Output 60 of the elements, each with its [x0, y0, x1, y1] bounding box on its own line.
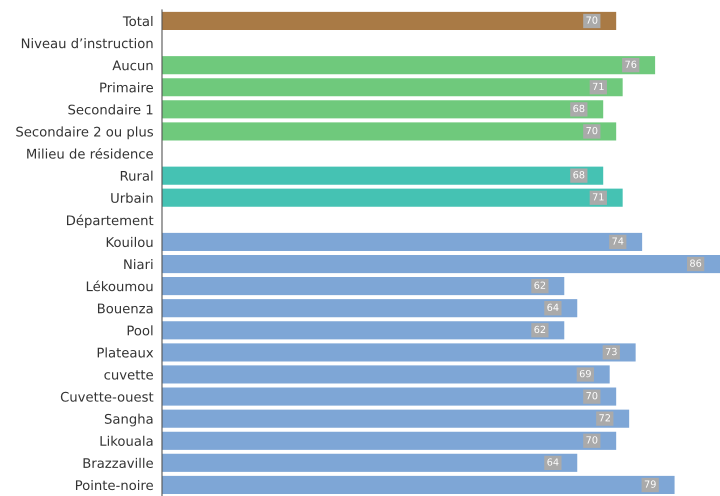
data-label: 68 — [573, 171, 584, 178]
y-tick-label: Primaire — [100, 82, 153, 92]
data-label: 64 — [547, 458, 559, 466]
y-tick-label: Rural — [120, 170, 152, 181]
y-tick-label: Département — [67, 214, 154, 228]
bar — [162, 343, 636, 362]
y-tick-label: Cuvette-ouest — [60, 392, 154, 402]
data-label: 71 — [592, 193, 604, 200]
bar — [162, 100, 604, 118]
data-label: 76 — [625, 60, 636, 68]
data-label: 70 — [586, 16, 598, 24]
y-tick-label: Niari — [124, 258, 152, 270]
data-label: 86 — [690, 259, 702, 267]
y-tick-label: Plateaux — [98, 347, 154, 358]
y-tick-label: Milieu de résidence — [27, 148, 153, 159]
bar — [162, 188, 623, 207]
y-tick-label: Total — [122, 16, 152, 26]
bar — [162, 12, 616, 30]
bar — [162, 122, 616, 140]
data-label: 68 — [573, 104, 584, 112]
y-tick-label: Pool — [128, 325, 152, 336]
y-tick-label: Niveau d’instruction — [22, 38, 153, 48]
y-tick-label: cuvette — [104, 370, 153, 380]
bar — [162, 410, 630, 428]
y-tick-label: Kouilou — [106, 236, 152, 248]
bar — [162, 254, 720, 274]
y-tick-label: Bouenza — [98, 304, 152, 314]
y-tick-label: Urbain — [111, 192, 153, 203]
y-tick-label: Sangha — [104, 414, 152, 426]
data-label: 71 — [592, 82, 604, 90]
bar — [162, 56, 656, 74]
data-label: 72 — [599, 414, 610, 422]
y-tick-label: Aucun — [112, 60, 153, 70]
bar — [162, 365, 610, 384]
y-tick-label: Pointe-noire — [76, 480, 153, 490]
bar — [162, 476, 675, 494]
data-label: 62 — [534, 282, 546, 289]
bar — [162, 321, 564, 340]
data-label: 64 — [547, 304, 559, 312]
bar — [162, 299, 578, 318]
data-label: 74 — [612, 238, 624, 245]
data-label: 73 — [606, 348, 617, 356]
bar — [162, 388, 616, 406]
data-label: 70 — [586, 392, 598, 400]
bar — [162, 454, 578, 472]
data-label: 70 — [586, 126, 598, 134]
y-tick-label: Likouala — [100, 436, 152, 446]
data-label: 70 — [586, 436, 598, 444]
y-tick-label: Brazzaville — [84, 458, 153, 468]
y-tick-label: Lékoumou — [86, 280, 152, 292]
bar — [162, 232, 642, 251]
data-label: 69 — [580, 370, 591, 378]
data-label: 62 — [534, 326, 546, 334]
y-tick-label: Secondaire 1 — [68, 104, 152, 115]
bar — [162, 277, 564, 296]
data-label: 79 — [644, 480, 656, 488]
bar — [162, 432, 616, 450]
bar — [162, 166, 604, 185]
y-tick-label: Secondaire 2 ou plus — [16, 126, 154, 140]
bar — [162, 78, 623, 96]
